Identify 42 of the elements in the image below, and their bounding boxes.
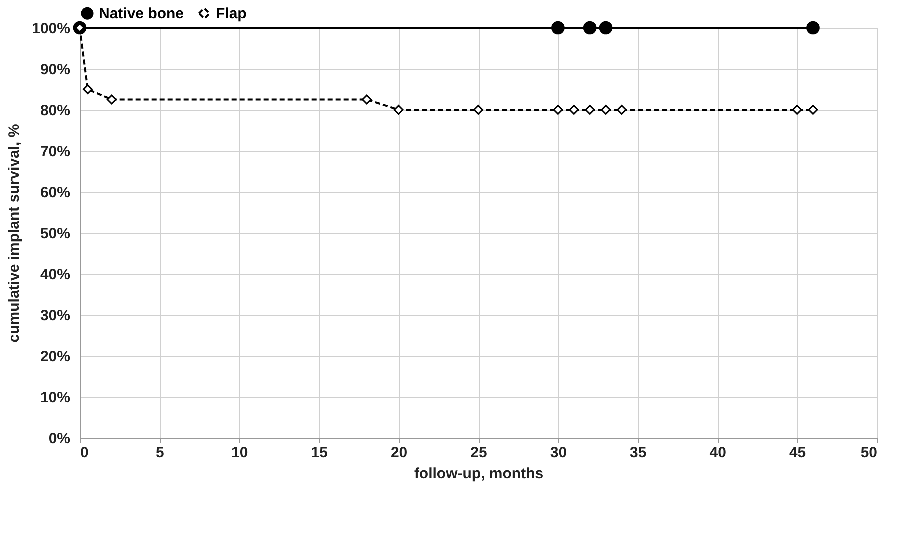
point bbox=[83, 84, 93, 94]
point bbox=[583, 21, 597, 35]
y-tick-label: 40% bbox=[40, 266, 70, 284]
x-tick-label: 45 bbox=[789, 444, 806, 462]
x-tick-label: 50 bbox=[860, 444, 878, 462]
point bbox=[362, 94, 372, 105]
point bbox=[553, 105, 564, 115]
x-tick-label: 25 bbox=[470, 444, 488, 462]
point bbox=[585, 105, 596, 115]
y-axis-title: cumulative implant survival, % bbox=[6, 124, 24, 343]
point bbox=[808, 105, 818, 115]
y-tick-label: 0% bbox=[48, 430, 70, 448]
y-tick-label: 60% bbox=[40, 184, 70, 202]
point bbox=[617, 105, 627, 115]
x-tick-label: 35 bbox=[630, 444, 647, 462]
y-tick-label: 30% bbox=[40, 308, 70, 324]
y-tick-label: 80% bbox=[40, 102, 70, 120]
x-axis-title: follow-up, months bbox=[414, 466, 544, 482]
y-tick-label: 50% bbox=[40, 226, 70, 242]
point bbox=[552, 21, 565, 35]
legend-label: Flap bbox=[216, 6, 247, 23]
y-tick-label: 100% bbox=[32, 20, 70, 38]
point bbox=[106, 94, 117, 105]
point bbox=[601, 105, 611, 115]
x-tick-label: 0 bbox=[80, 444, 89, 462]
x-tick-label: 5 bbox=[156, 444, 164, 462]
point bbox=[806, 21, 820, 35]
y-tick-label: 70% bbox=[40, 144, 70, 160]
x-tick-label: 30 bbox=[550, 444, 568, 462]
point bbox=[394, 105, 404, 115]
point bbox=[569, 105, 580, 115]
x-tick-label: 15 bbox=[311, 444, 328, 462]
point bbox=[474, 105, 484, 115]
point bbox=[792, 105, 802, 115]
x-tick-label: 10 bbox=[232, 444, 248, 462]
y-tick-label: 20% bbox=[40, 348, 70, 366]
point bbox=[599, 21, 613, 35]
y-tick-label: 90% bbox=[40, 62, 70, 78]
x-tick-label: 20 bbox=[390, 444, 408, 462]
legend-label: Native bone bbox=[99, 6, 184, 23]
y-tick-label: 10% bbox=[40, 390, 70, 406]
x-tick-label: 40 bbox=[710, 444, 726, 462]
